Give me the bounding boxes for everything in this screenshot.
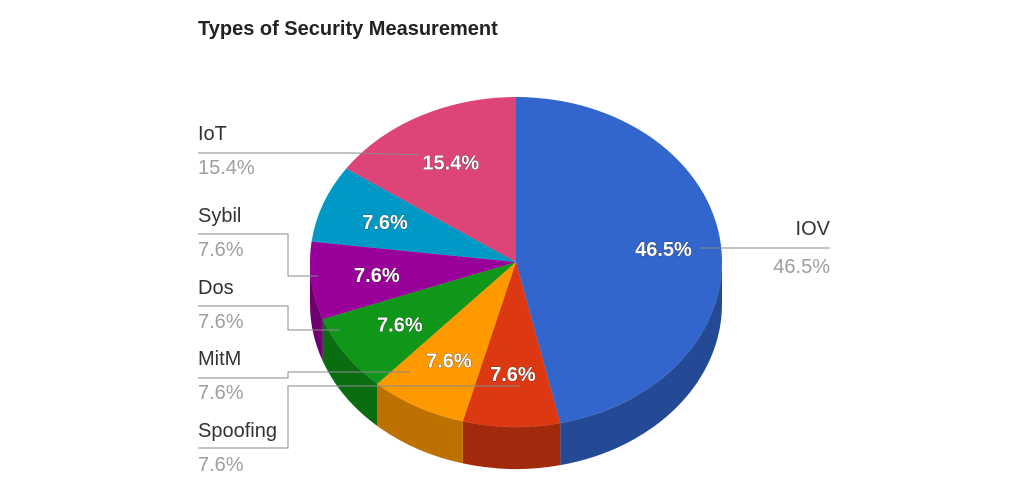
ext-label-mitm: MitM (198, 348, 241, 370)
leader-lines (198, 152, 830, 449)
slice-label-6: 15.4% (422, 153, 479, 175)
ext-label-sybil: Sybil (198, 205, 241, 227)
leader-line-mitm (198, 371, 410, 379)
ext-label-iov: IOV (796, 218, 831, 240)
slice-4 (310, 241, 516, 320)
slice-label-0: 46.5% (635, 239, 692, 261)
slice-label-5: 7.6% (362, 212, 408, 234)
slice-side-4 (310, 262, 323, 362)
external-labels: IoT 15.4% Sybil 7.6% Dos 7.6% MitM 7.6% Spoofing… (198, 123, 831, 476)
pie-top-layer (310, 97, 722, 427)
slice-side-3 (322, 319, 378, 426)
slice-side-0 (560, 262, 722, 466)
ext-label-iot: IoT (198, 123, 227, 145)
slice-side-1 (462, 421, 561, 470)
ext-pct-spoofing: 7.6% (198, 454, 244, 476)
pie-side-layer (310, 262, 722, 470)
slice-5 (311, 168, 516, 262)
slice-labels: 46.5%7.6%7.6%7.6%7.6%7.6%15.4% (354, 152, 693, 386)
ext-label-dos: Dos (198, 277, 234, 299)
slice-6 (346, 97, 516, 262)
leader-line-spoofing (198, 385, 520, 449)
slice-0 (516, 97, 722, 424)
ext-label-spoofing: Spoofing (198, 420, 277, 442)
leader-line-dos (198, 305, 340, 331)
ext-pct-mitm: 7.6% (198, 382, 244, 404)
chart-title: Types of Security Measurement (198, 18, 498, 40)
ext-pct-sybil: 7.6% (198, 239, 244, 261)
slice-label-2: 7.6% (426, 350, 472, 372)
leader-line-sybil (198, 233, 318, 277)
slice-label-1: 7.6% (490, 364, 536, 386)
ext-pct-dos: 7.6% (198, 311, 244, 333)
slice-label-3: 7.6% (377, 315, 423, 337)
slice-2 (377, 262, 516, 422)
slice-side-2 (377, 383, 463, 464)
ext-pct-iov: 46.5% (773, 256, 830, 278)
leader-line-iot (198, 152, 421, 156)
ext-pct-iot: 15.4% (198, 157, 255, 179)
slice-3 (322, 262, 516, 384)
slice-label-4: 7.6% (354, 265, 400, 287)
